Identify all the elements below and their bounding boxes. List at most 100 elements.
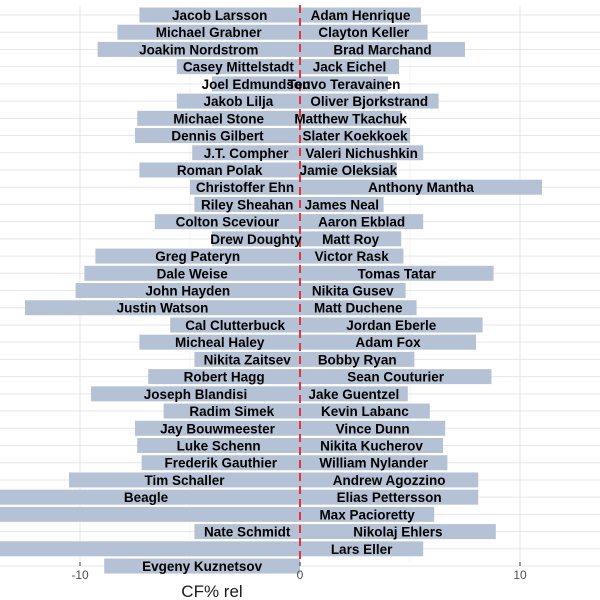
right-player-label: Adam Fox — [355, 335, 421, 350]
left-player-label: Justin Watson — [117, 301, 209, 316]
left-player-label: Joakim Nordstrom — [139, 42, 258, 57]
right-player-label: Matt Roy — [322, 232, 379, 247]
right-player-label: Matthew Tkachuk — [294, 111, 407, 126]
left-player-label: Cal Clutterbuck — [185, 318, 285, 333]
right-bar — [300, 128, 410, 144]
left-player-label: Micheal Haley — [175, 335, 265, 350]
right-player-label: Anthony Mantha — [368, 180, 474, 195]
right-bar — [300, 524, 496, 540]
right-player-label: Aaron Ekblad — [318, 215, 405, 230]
left-player-label: Robert Hagg — [184, 370, 265, 385]
right-bar — [300, 420, 446, 436]
right-player-label: Valeri Nichushkin — [305, 146, 418, 161]
x-tick-label: -10 — [71, 568, 89, 582]
right-bar — [300, 369, 492, 385]
right-bar — [300, 506, 435, 522]
x-tick-label: 10 — [513, 568, 527, 582]
left-player-label: Joseph Blandisi — [144, 387, 248, 402]
right-bar — [300, 334, 476, 350]
right-bar — [300, 472, 479, 488]
left-bar — [135, 128, 300, 144]
right-player-label: Tomas Tatar — [358, 266, 437, 281]
left-bar — [139, 334, 300, 350]
left-bar — [0, 541, 300, 557]
right-bar — [300, 489, 479, 505]
right-bar — [300, 351, 415, 367]
right-bar — [300, 541, 424, 557]
right-player-label: Sean Couturier — [347, 370, 445, 385]
left-bar — [0, 506, 300, 522]
right-bar — [300, 196, 384, 212]
right-bar — [300, 214, 424, 230]
right-player-label: Max Pacioretty — [319, 507, 415, 522]
left-bar — [194, 524, 300, 540]
left-bar — [190, 179, 300, 195]
left-player-label: Michael Stone — [173, 111, 264, 126]
left-player-label: Colton Sceviour — [176, 215, 280, 230]
left-player-label: Beagle — [124, 490, 169, 505]
right-bar — [300, 76, 388, 92]
left-bar — [170, 317, 300, 333]
left-player-label: Jay Bouwmeester — [160, 421, 276, 436]
left-player-label: Drew Doughty — [210, 232, 302, 247]
right-player-label: Kevin Labanc — [321, 404, 409, 419]
right-bar — [300, 317, 483, 333]
right-bar — [300, 7, 421, 23]
left-bar — [139, 162, 300, 178]
left-player-label: J.T. Compher — [204, 146, 290, 161]
left-player-label: Greg Pateryn — [155, 249, 240, 264]
left-bar — [176, 93, 300, 109]
left-player-label: Michael Grabner — [156, 25, 263, 40]
x-axis: -10 0 10 — [71, 562, 527, 582]
left-bar — [176, 59, 300, 75]
left-bar — [135, 420, 300, 436]
left-bar — [192, 145, 300, 161]
right-bar — [300, 248, 404, 264]
right-bar — [300, 179, 542, 195]
right-player-label: Teuvo Teravainen — [288, 77, 401, 92]
right-bar — [300, 265, 494, 281]
right-bar — [300, 403, 430, 419]
left-player-label: Nikita Zaitsev — [204, 352, 292, 367]
right-player-label: Oliver Bjorkstrand — [310, 94, 428, 109]
left-bar — [163, 403, 300, 419]
right-player-label: Jack Eichel — [313, 60, 387, 75]
left-bar — [148, 369, 300, 385]
right-bar — [300, 59, 399, 75]
left-player-label: Frederik Gauthier — [165, 456, 278, 471]
left-bar — [84, 265, 301, 281]
right-player-label: Brad Marchand — [333, 42, 431, 57]
right-player-label: Lars Eller — [331, 542, 393, 557]
right-player-label: Elias Pettersson — [337, 490, 442, 505]
right-player-label: Victor Rask — [315, 249, 390, 264]
right-bar — [300, 41, 465, 57]
left-bar — [91, 386, 300, 402]
left-bar — [154, 214, 300, 230]
left-bar — [95, 248, 301, 264]
right-player-label: Nikolaj Ehlers — [353, 525, 442, 540]
bars — [0, 7, 542, 574]
left-bar — [0, 489, 300, 505]
left-bar — [194, 196, 300, 212]
right-player-label: Clayton Keller — [318, 25, 410, 40]
right-bar — [300, 110, 402, 126]
left-player-label: Nate Schmidt — [204, 525, 291, 540]
left-bar — [75, 283, 300, 299]
left-player-label: Dennis Gilbert — [171, 129, 264, 144]
left-player-label: Luke Schenn — [177, 439, 261, 454]
left-player-label: Jakob Lilja — [204, 94, 274, 109]
left-player-label: Evgeny Kuznetsov — [142, 559, 263, 574]
right-player-label: James Neal — [305, 197, 379, 212]
right-player-label: Jamie Oleksiak — [300, 163, 398, 178]
right-player-label: Nikita Gusev — [312, 284, 394, 299]
right-bar — [300, 145, 424, 161]
left-bar — [139, 7, 300, 23]
left-player-label: Radim Simek — [189, 404, 274, 419]
right-bar — [300, 24, 428, 40]
left-bar — [141, 455, 300, 471]
left-bar — [194, 351, 300, 367]
right-player-label: Adam Henrique — [311, 8, 411, 23]
left-player-label: Jacob Larsson — [172, 8, 267, 23]
left-bar — [212, 231, 300, 247]
